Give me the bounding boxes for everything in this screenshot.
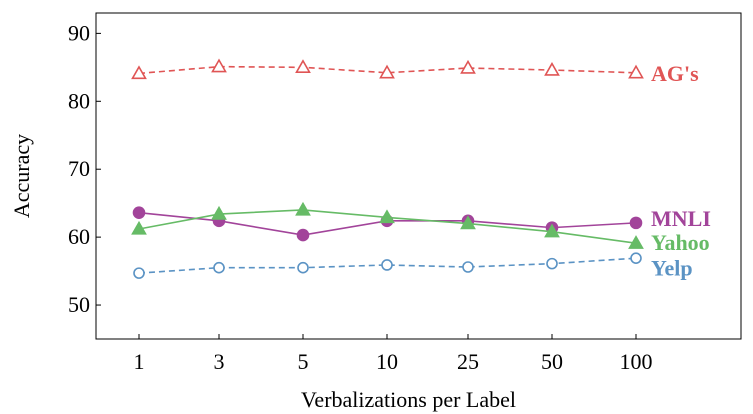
data-point: [628, 235, 644, 249]
data-point: [629, 216, 643, 230]
y-tick-label: 80: [68, 88, 90, 113]
series-label: AG's: [651, 61, 699, 86]
x-tick-label: 3: [214, 349, 225, 374]
x-tick-label: 25: [457, 349, 479, 374]
series-label: Yelp: [651, 256, 693, 281]
data-point: [379, 209, 395, 224]
x-tick-label: 5: [298, 349, 309, 374]
data-point: [297, 261, 309, 274]
y-tick-label: 50: [68, 292, 90, 317]
series-yelp: [133, 252, 642, 279]
data-point: [133, 267, 145, 279]
x-tick-label: 1: [134, 349, 145, 374]
data-point: [211, 205, 227, 220]
data-point: [132, 206, 146, 219]
data-point: [296, 228, 310, 242]
series-ags: [131, 58, 644, 80]
data-point: [460, 59, 476, 74]
data-point: [213, 261, 225, 274]
plot-frame: [95, 12, 742, 340]
y-tick-label: 70: [68, 156, 90, 181]
data-point: [630, 252, 642, 264]
series-yahoo: [131, 201, 644, 249]
y-tick-label: 60: [68, 224, 90, 249]
x-tick-label: 100: [620, 349, 653, 374]
data-point: [628, 64, 644, 79]
x-axis-title: Verbalizations per Label: [301, 387, 516, 412]
data-point: [546, 257, 558, 270]
x-tick-label: 50: [541, 349, 563, 374]
series-label: MNLI: [651, 206, 711, 231]
y-tick-label: 90: [68, 20, 90, 45]
data-point: [544, 61, 560, 76]
series-layer: [131, 58, 644, 279]
data-point: [544, 223, 560, 238]
series-label: Yahoo: [651, 230, 710, 255]
data-point: [381, 259, 393, 271]
data-point: [211, 58, 227, 73]
data-point: [131, 65, 147, 80]
x-axis: 1 3 5 10 25 50 100: [134, 334, 653, 374]
data-point: [379, 64, 395, 79]
data-point: [462, 261, 474, 273]
y-axis-title: Accuracy: [9, 134, 34, 218]
x-tick-label: 10: [376, 349, 398, 374]
data-point: [295, 59, 311, 74]
data-point: [460, 215, 476, 230]
y-axis: 50 60 70 80 90: [68, 20, 101, 317]
data-point: [131, 220, 147, 235]
data-point: [295, 201, 311, 216]
